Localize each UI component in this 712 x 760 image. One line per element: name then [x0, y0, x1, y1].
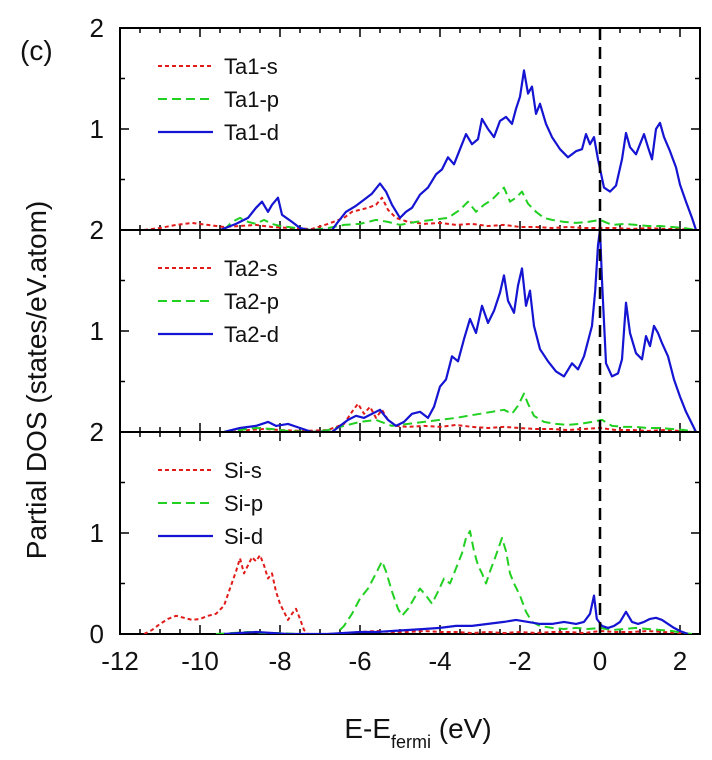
plot-frame	[119, 27, 701, 635]
series-si-p	[215, 530, 693, 634]
panel-series	[223, 230, 697, 432]
panel-series	[143, 69, 698, 230]
x-tick-label: -4	[428, 646, 451, 676]
legend-label-ta2-d: Ta2-d	[224, 322, 279, 347]
x-tick-label: -12	[101, 646, 139, 676]
legend-label-ta2-p: Ta2-p	[224, 289, 279, 314]
plot-panels: 1 2 Ta1-s Ta1-p Ta1-d 1 2 Ta2-s Ta2-p Ta2-d 0 1 2 Si-…	[90, 13, 701, 649]
legend-label-si-s: Si-s	[224, 458, 262, 483]
legend-label-ta1-d: Ta1-d	[224, 120, 279, 145]
legend-label-ta1-s: Ta1-s	[224, 54, 278, 79]
series-si-d	[223, 594, 689, 634]
legend-label-ta2-s: Ta2-s	[224, 256, 278, 281]
panel-1: 1 2 Ta1-s Ta1-p Ta1-d	[90, 13, 701, 231]
y-tick-label: 2	[90, 13, 104, 43]
legend-label-si-p: Si-p	[224, 491, 263, 516]
x-tick-label: -10	[181, 646, 219, 676]
series-ta2-p	[223, 392, 697, 432]
series-ta2-s	[231, 402, 693, 432]
panel-3: 0 1 2 Si-s Si-p Si-d	[90, 417, 701, 649]
panel-2: 1 2 Ta2-s Ta2-p Ta2-d	[90, 215, 701, 433]
x-axis-label: E-Efermi (eV)	[344, 713, 491, 752]
y-tick-label: 1	[90, 114, 104, 144]
x-axis-label-subscript: fermi	[391, 732, 431, 752]
y-tick-label: 2	[90, 417, 104, 447]
series-si-s	[143, 554, 689, 634]
x-tick-label: 2	[673, 646, 687, 676]
series-ta1-p	[223, 186, 697, 230]
x-axis-label-prefix: E-E	[344, 713, 391, 744]
y-tick-label: 0	[90, 619, 104, 649]
y-axis-label: Partial DOS (states/eV.atom)	[21, 201, 52, 559]
legend-label-ta1-p: Ta1-p	[224, 87, 279, 112]
series-ta1-s	[143, 196, 693, 230]
y-tick-label: 1	[90, 518, 104, 548]
legend-label-si-d: Si-d	[224, 524, 263, 549]
x-tick-label: 0	[593, 646, 607, 676]
series-ta1-d	[219, 69, 698, 230]
panel-series	[143, 530, 693, 634]
y-tick-label: 2	[90, 215, 104, 245]
panel-label: (c)	[20, 35, 53, 66]
x-tick-label: -2	[508, 646, 531, 676]
x-tick-label: -6	[348, 646, 371, 676]
x-axis: -12 -10 -8 -6 -4 -2 0 2	[101, 646, 687, 676]
series-ta2-d	[223, 230, 697, 432]
y-tick-label: 1	[90, 316, 104, 346]
x-axis-label-suffix: (eV)	[431, 713, 492, 744]
x-tick-label: -8	[268, 646, 291, 676]
